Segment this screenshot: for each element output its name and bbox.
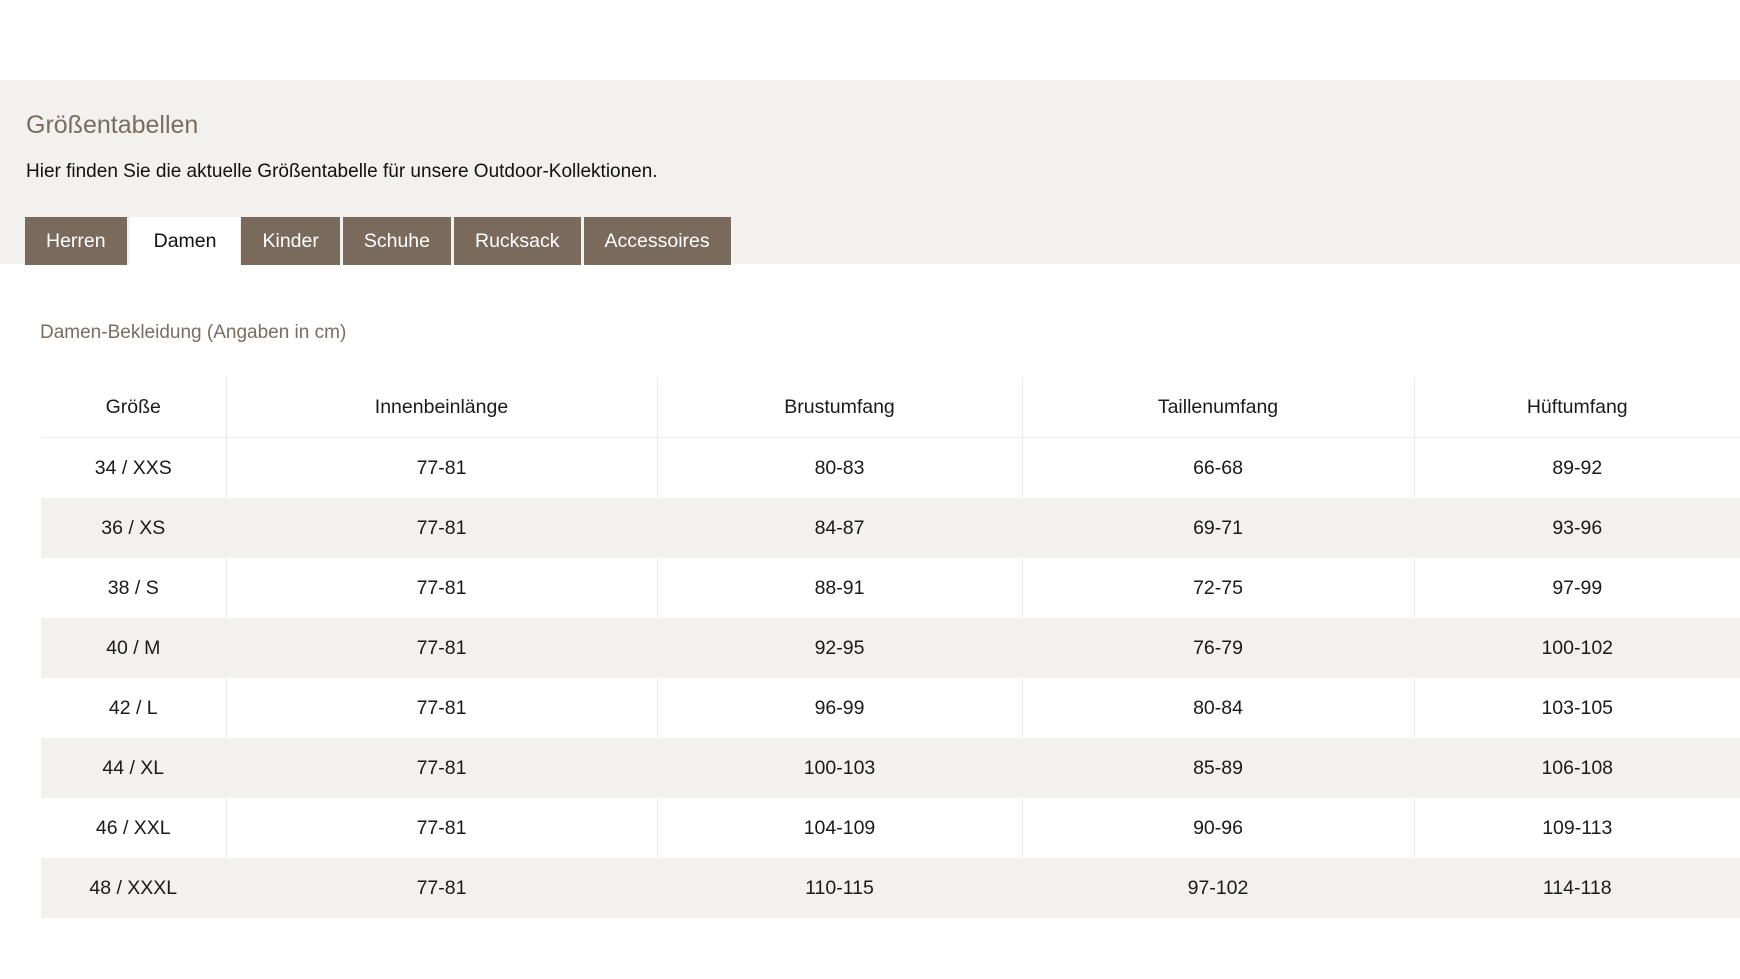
- cell-innenbeinlaenge: 77-81: [225, 618, 657, 678]
- table-row: 48 / XXXL 77-81 110-115 97-102 114-118: [41, 858, 1740, 918]
- tab-damen[interactable]: Damen: [129, 217, 241, 265]
- cell-groesse: 46 / XXL: [95, 816, 171, 839]
- cell-taillenumfang: 85-89: [1021, 738, 1414, 798]
- header-hueftumfang: Hüftumfang: [1413, 377, 1740, 438]
- cell-groesse: 42 / L: [108, 696, 158, 719]
- cell-taillenumfang: 97-102: [1021, 858, 1414, 918]
- cell-taillenumfang: 80-84: [1021, 678, 1414, 738]
- cell-innenbeinlaenge: 77-81: [225, 678, 657, 738]
- table-row: 46 / XXL 77-81 104-109 90-96 109-113: [41, 798, 1740, 858]
- cell-brustumfang: 100-103: [656, 738, 1022, 798]
- table-row: 38 / S 77-81 88-91 72-75 97-99: [41, 558, 1740, 618]
- cell-brustumfang: 96-99: [656, 678, 1022, 738]
- cell-brustumfang: 80-83: [656, 437, 1022, 498]
- cell-hueftumfang: 89-92: [1413, 437, 1740, 498]
- cell-brustumfang: 88-91: [656, 558, 1022, 618]
- cell-taillenumfang: 76-79: [1021, 618, 1414, 678]
- cell-groesse: 38 / S: [107, 576, 159, 599]
- tab-accessoires[interactable]: Accessoires: [583, 217, 731, 265]
- tab-rucksack[interactable]: Rucksack: [454, 217, 581, 265]
- cell-hueftumfang: 109-113: [1413, 798, 1740, 858]
- cell-taillenumfang: 66-68: [1021, 437, 1414, 498]
- table-header-row: Größe Innenbeinlänge Brustumfang Taillen…: [41, 377, 1740, 438]
- cell-hueftumfang: 100-102: [1413, 618, 1740, 678]
- cell-hueftumfang: 106-108: [1413, 738, 1740, 798]
- table-caption: Damen-Bekleidung (Angaben in cm): [40, 322, 347, 343]
- size-table: Größe Innenbeinlänge Brustumfang Taillen…: [41, 377, 1740, 918]
- cell-hueftumfang: 93-96: [1413, 498, 1740, 558]
- cell-taillenumfang: 90-96: [1021, 798, 1414, 858]
- cell-groesse: 40 / M: [41, 618, 226, 678]
- cell-groesse: 34 / XXS: [94, 456, 172, 479]
- tab-herren[interactable]: Herren: [25, 217, 127, 265]
- header-brustumfang: Brustumfang: [656, 377, 1022, 438]
- cell-groesse: 44 / XL: [41, 738, 226, 798]
- category-tabs: Herren Damen Kinder Schuhe Rucksack Acce…: [25, 217, 734, 265]
- tab-schuhe[interactable]: Schuhe: [342, 217, 451, 265]
- cell-brustumfang: 92-95: [656, 618, 1022, 678]
- cell-innenbeinlaenge: 77-81: [225, 498, 657, 558]
- cell-innenbeinlaenge: 77-81: [225, 738, 657, 798]
- cell-innenbeinlaenge: 77-81: [225, 558, 657, 618]
- cell-groesse: 48 / XXXL: [41, 858, 226, 918]
- page-title: Größentabellen: [26, 111, 199, 139]
- cell-brustumfang: 110-115: [656, 858, 1022, 918]
- cell-hueftumfang: 103-105: [1413, 678, 1740, 738]
- table-row: 36 / XS 77-81 84-87 69-71 93-96: [41, 498, 1740, 558]
- cell-hueftumfang: 114-118: [1413, 858, 1740, 918]
- header-taillenumfang: Taillenumfang: [1021, 377, 1414, 438]
- table-row: 44 / XL 77-81 100-103 85-89 106-108: [41, 738, 1740, 798]
- table-row: 40 / M 77-81 92-95 76-79 100-102: [41, 618, 1740, 678]
- page-subtitle: Hier finden Sie die aktuelle Größentabel…: [26, 161, 658, 182]
- cell-taillenumfang: 69-71: [1021, 498, 1414, 558]
- cell-taillenumfang: 72-75: [1021, 558, 1414, 618]
- table-row: 34 / XXS 77-81 80-83 66-68 89-92: [41, 437, 1740, 498]
- header-groesse: Größe: [41, 377, 226, 438]
- cell-innenbeinlaenge: 77-81: [225, 798, 657, 858]
- cell-brustumfang: 104-109: [656, 798, 1022, 858]
- tab-kinder[interactable]: Kinder: [241, 217, 340, 265]
- cell-innenbeinlaenge: 77-81: [225, 437, 657, 498]
- cell-groesse: 36 / XS: [41, 498, 226, 558]
- header-innenbeinlaenge: Innenbeinlänge: [225, 377, 657, 438]
- cell-brustumfang: 84-87: [656, 498, 1022, 558]
- cell-innenbeinlaenge: 77-81: [225, 858, 657, 918]
- cell-hueftumfang: 97-99: [1413, 558, 1740, 618]
- table-row: 42 / L 77-81 96-99 80-84 103-105: [41, 678, 1740, 738]
